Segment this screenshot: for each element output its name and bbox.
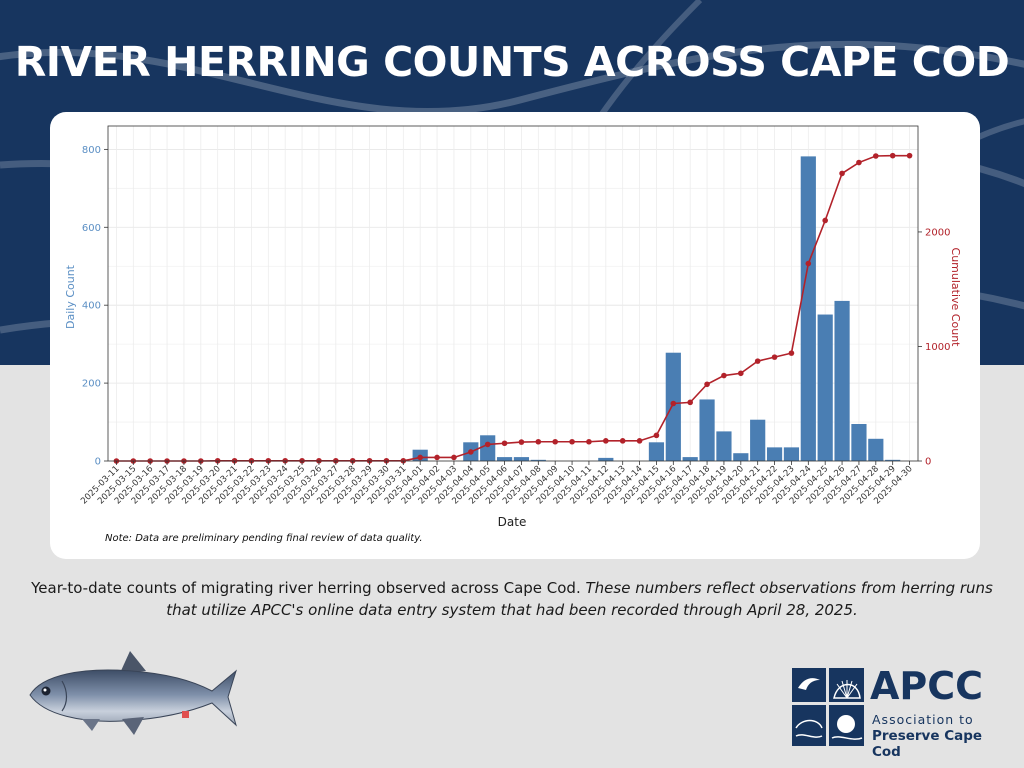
river-herring-fish-icon (29, 651, 237, 735)
cumulative-point (518, 439, 525, 445)
right-tick-label: 1000 (925, 342, 950, 353)
left-tick-label: 0 (95, 457, 101, 468)
apcc-logo: APCC Association to Preserve Cape Cod (792, 664, 1004, 760)
cumulative-point (434, 454, 440, 461)
cumulative-point (788, 350, 795, 356)
right-tick-label: 0 (925, 457, 931, 468)
logo-acronym: APCC (870, 664, 984, 708)
left-tick-label: 400 (82, 301, 101, 312)
cumulative-point (569, 438, 575, 445)
caption: Year-to-date counts of migrating river h… (30, 577, 994, 621)
cumulative-point (721, 372, 727, 379)
cumulative-point (839, 170, 845, 177)
daily-bar (834, 300, 850, 461)
daily-bar (800, 156, 816, 461)
cumulative-point (603, 438, 609, 444)
cumulative-point (889, 152, 896, 159)
daily-bar (783, 447, 800, 461)
chart-grid (108, 126, 918, 462)
cumulative-line (116, 154, 910, 462)
page-title: RIVER HERRING COUNTS ACROSS CAPE COD (14, 38, 1010, 86)
daily-bar (665, 352, 681, 461)
cumulative-point (535, 438, 542, 445)
cumulative-count-line (113, 152, 913, 464)
cumulative-point (687, 399, 693, 406)
daily-bar (716, 431, 732, 461)
chart-card: 0 200 400 600 800 0 1000 2000 2025-03-11 2025-0… (50, 112, 980, 559)
logo-line-1: Association to (872, 712, 974, 727)
daily-bar (750, 419, 766, 461)
daily-bar (885, 459, 901, 461)
left-tick-label: 200 (82, 379, 101, 390)
cumulative-point (822, 217, 828, 224)
caption-regular: Year-to-date counts of migrating river h… (31, 579, 586, 597)
daily-bar (513, 457, 530, 461)
daily-bar (598, 457, 614, 461)
daily-bar (733, 453, 749, 461)
daily-bar (851, 423, 867, 461)
cumulative-point (906, 152, 913, 159)
daily-bar (682, 457, 698, 461)
cumulative-point (771, 354, 778, 360)
apcc-logo-icon (792, 668, 864, 746)
herring-count-chart: 0 200 400 600 800 0 1000 2000 2025-03-112025-0… (64, 125, 962, 529)
cumulative-point (468, 449, 474, 455)
cumulative-point (738, 370, 744, 377)
daily-bar (868, 438, 884, 461)
cumulative-point (552, 438, 558, 445)
daily-bar (496, 457, 513, 461)
cumulative-point (670, 400, 677, 407)
cumulative-point (856, 159, 862, 166)
daily-bar (530, 459, 546, 461)
cumulative-point (501, 440, 508, 447)
right-axis: 0 1000 2000 (918, 227, 950, 468)
logo-line-2: Preserve Cape Cod (872, 728, 983, 760)
cumulative-point (417, 454, 423, 461)
cumulative-point (754, 358, 761, 364)
daily-bar (480, 435, 496, 461)
left-tick-label: 600 (82, 223, 101, 234)
cumulative-point (619, 438, 626, 444)
daily-bar (699, 399, 715, 461)
daily-bar (648, 442, 665, 461)
left-tick-label: 800 (82, 145, 101, 156)
caption-italic: These numbers reflect observations from … (166, 579, 993, 619)
daily-bar (766, 447, 783, 461)
cumulative-point (586, 438, 592, 445)
data-note: Note: Data are preliminary pending final… (105, 533, 423, 544)
cumulative-point (653, 432, 660, 439)
left-axis: 0 200 400 600 800 (82, 145, 108, 468)
cumulative-point (805, 260, 812, 267)
daily-bar (817, 314, 833, 461)
right-axis-label: Cumulative Count (949, 248, 962, 348)
right-tick-label: 2000 (925, 227, 950, 238)
cumulative-point (451, 454, 457, 461)
cumulative-point (484, 441, 491, 448)
cumulative-point (636, 438, 643, 444)
left-axis-label: Daily Count (64, 264, 77, 329)
cumulative-point (873, 153, 879, 159)
cumulative-point (704, 381, 710, 388)
x-axis: 2025-03-112025-03-152025-03-162025-03-17… (79, 461, 915, 506)
x-axis-label: Date (498, 515, 527, 529)
daily-count-bars (210, 156, 901, 461)
plot-frame (107, 125, 919, 462)
